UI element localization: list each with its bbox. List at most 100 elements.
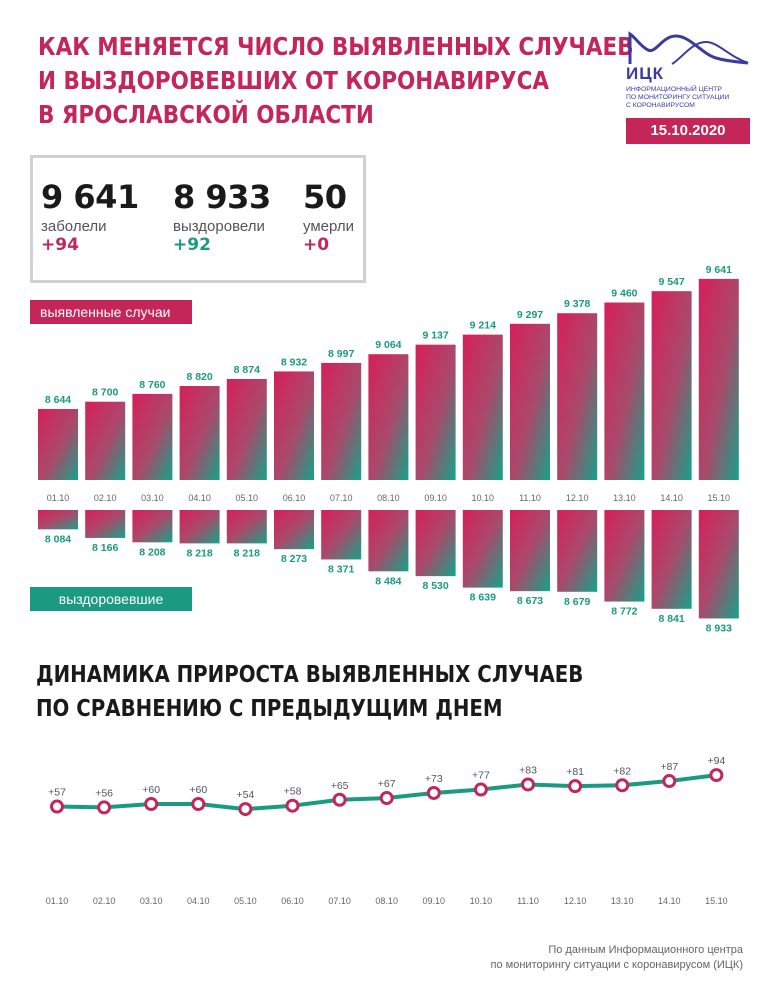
cases-value-label: 9 460 (611, 288, 637, 300)
line-value-label: +77 (472, 770, 490, 782)
recovered-value-label: 8 673 (517, 595, 543, 607)
cases-bar (698, 278, 739, 480)
line-point (97, 800, 112, 815)
cases-bar (510, 323, 550, 480)
stats-box: 9 641 заболели +94 8 933 выздоровели +92… (30, 155, 366, 283)
recovered-value-label: 8 218 (234, 547, 260, 559)
bar-category-label: 06.10 (283, 493, 306, 503)
line-point (50, 799, 64, 814)
recovered-bar (274, 510, 314, 550)
stat-label: заболели (41, 218, 107, 235)
bar-category-label: 13.10 (613, 493, 636, 503)
recovered-value-label: 8 679 (564, 596, 590, 608)
cases-value-label: 9 064 (375, 339, 401, 351)
line-point (379, 791, 394, 806)
recovered-bar (368, 510, 409, 572)
source-note: По данным Информационного центра по мони… (491, 943, 743, 973)
cases-value-label: 8 932 (281, 356, 307, 368)
section-title-line-2: ПО СРАВНЕНИЮ С ПРЕДЫДУЩИМ ДНЕМ (36, 696, 503, 722)
recovered-value-label: 8 166 (92, 542, 118, 554)
line-value-label: +73 (425, 773, 443, 785)
line-category-label: 12.10 (564, 896, 587, 906)
date-badge: 15.10.2020 (626, 118, 750, 144)
line-point (144, 797, 159, 811)
cases-value-label: 8 874 (234, 364, 260, 376)
recovered-value-label: 8 084 (45, 533, 71, 545)
line-category-label: 08.10 (375, 896, 398, 906)
line-point (191, 797, 206, 811)
line-category-label: 07.10 (328, 896, 351, 906)
line-category-label: 13.10 (611, 896, 634, 906)
bar-chart: 8 644 01.10 8 084 8 700 02.10 8 166 8 760 03.10… (38, 264, 739, 634)
line-value-label: +67 (378, 778, 396, 790)
bar-category-label: 12.10 (566, 493, 589, 503)
cases-bar (321, 362, 362, 480)
line-value-label: +58 (284, 786, 302, 798)
cases-bar (557, 313, 598, 480)
recovered-value-label: 8 841 (658, 613, 684, 625)
bar-category-label: 02.10 (94, 493, 117, 503)
recovered-bar (132, 510, 173, 543)
stat-value: 50 (303, 178, 347, 216)
line-point (426, 785, 441, 800)
line-value-label: +94 (707, 755, 725, 767)
cases-value-label: 8 644 (45, 394, 71, 406)
line-category-label: 14.10 (658, 896, 681, 906)
cases-value-label: 9 641 (706, 264, 732, 276)
line-value-label: +60 (142, 784, 160, 796)
recovered-bar (321, 510, 362, 560)
recovered-value-label: 8 208 (139, 546, 165, 558)
recovered-bar (415, 510, 456, 577)
line-category-label: 02.10 (93, 896, 116, 906)
logo-sub-line-1: ИНФОРМАЦИОННЫЙ ЦЕНТР (626, 86, 722, 93)
section-title-line-1: ДИНАМИКА ПРИРОСТА ВЫЯВЛЕННЫХ СЛУЧАЕВ (36, 662, 584, 688)
cases-value-label: 9 137 (422, 330, 448, 342)
line-category-label: 15.10 (705, 896, 728, 906)
line-value-label: +65 (331, 780, 349, 792)
line-point (521, 777, 535, 792)
cases-bar (368, 354, 409, 480)
logo-sub-line-2: ПО МОНИТОРИНГУ СИТУАЦИИ (626, 94, 730, 101)
bar-category-label: 10.10 (472, 493, 495, 503)
cases-bar (132, 393, 173, 480)
cases-bar (462, 334, 503, 480)
cases-bar (226, 378, 267, 480)
bar-category-label: 15.10 (708, 493, 731, 503)
line-category-label: 06.10 (281, 896, 304, 906)
source-line-1: По данным Информационного центра (548, 944, 743, 956)
cases-value-label: 8 997 (328, 348, 354, 360)
cases-bar (415, 344, 456, 480)
cases-value-label: 9 378 (564, 298, 590, 310)
bar-category-label: 09.10 (424, 493, 447, 503)
cases-bar (38, 409, 78, 480)
recovered-value-label: 8 484 (375, 575, 401, 587)
logo-sub-line-3: С КОРОНАВИРУСОМ (626, 102, 695, 109)
bar-category-label: 07.10 (330, 493, 353, 503)
logo-subtitle: ИНФОРМАЦИОННЫЙ ЦЕНТР ПО МОНИТОРИНГУ СИТУ… (626, 86, 750, 110)
line-value-label: +57 (48, 787, 66, 799)
line-point (238, 802, 253, 817)
line-point (568, 779, 583, 794)
line-value-label: +60 (189, 784, 207, 796)
logo: ИЦК ИНФОРМАЦИОННЫЙ ЦЕНТР ПО МОНИТОРИНГУ … (626, 28, 750, 110)
bar-category-label: 08.10 (377, 493, 400, 503)
source-line-2: по мониторингу ситуации с коронавирусом … (490, 959, 743, 971)
recovered-bar (698, 510, 739, 619)
bar-category-label: 01.10 (47, 493, 70, 503)
cases-bar (604, 302, 645, 480)
stat-infected: 9 641 заболели +94 (41, 178, 139, 255)
stat-delta: +92 (173, 235, 211, 255)
line-chart: +57 01.10 +56 02.10 +60 03.10 +60 04.10 +54 05.10… (46, 755, 728, 906)
stat-delta: +0 (303, 235, 330, 255)
title-line-3: В ЯРОСЛАВСКОЙ ОБЛАСТИ (38, 100, 374, 129)
logo-text: ИЦК (626, 64, 665, 83)
line-point (662, 774, 677, 789)
stat-deaths: 50 умерли +0 (303, 178, 354, 255)
bar-category-label: 04.10 (188, 493, 211, 503)
line-value-label: +87 (660, 761, 678, 773)
stat-recovered: 8 933 выздоровели +92 (173, 178, 271, 255)
cases-value-label: 8 760 (139, 379, 165, 391)
stat-value: 8 933 (173, 178, 271, 216)
bar-category-label: 03.10 (141, 493, 164, 503)
